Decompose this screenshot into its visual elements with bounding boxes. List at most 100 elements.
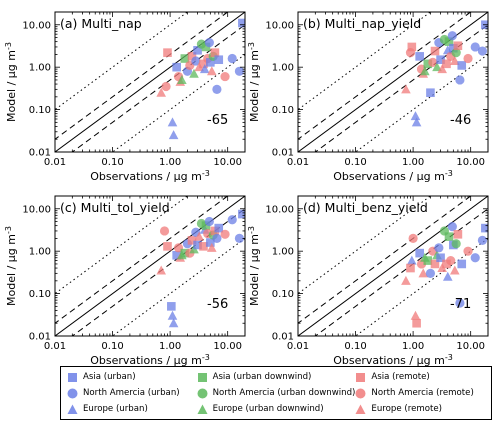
x-axis-label: Observations / μg m-3: [333, 169, 453, 183]
y-tick-label: 0.10: [29, 289, 51, 300]
y-axis-label: Model / μg m-3: [247, 42, 261, 122]
bias-label: -56: [207, 297, 228, 312]
legend-item: North Amercia (remote): [355, 385, 485, 401]
x-axis-label: Observations / μg m-3: [90, 353, 210, 367]
data-point: [451, 48, 461, 58]
legend-item: Europe (urban downwind): [197, 401, 356, 417]
y-tick-label: 0.10: [272, 289, 294, 300]
data-point: [470, 253, 480, 263]
x-tick-label: 0.01: [44, 157, 66, 168]
axes-frame: [297, 11, 489, 153]
legend-label: Asia (urban downwind): [212, 372, 312, 382]
data-point: [201, 42, 211, 52]
legend-label: Europe (urban downwind): [212, 404, 324, 414]
y-tick-label: 0.10: [272, 105, 294, 116]
data-point: [238, 18, 245, 28]
circle-marker-icon: [355, 388, 366, 398]
data-point: [227, 53, 237, 64]
data-point: [481, 223, 488, 233]
data-point: [206, 58, 215, 67]
data-point: [194, 231, 204, 241]
one-to-ten-line: [354, 53, 488, 152]
data-point: [401, 275, 411, 285]
data-point: [410, 111, 421, 121]
data-point: [444, 37, 454, 46]
bias-label: -71: [450, 297, 471, 312]
circle-marker-icon: [67, 388, 78, 398]
data-point: [415, 248, 424, 258]
data-point: [167, 117, 178, 127]
data-point: [405, 48, 416, 58]
x-tick-label: 0.01: [287, 341, 309, 352]
one-to-one-line: [298, 196, 488, 336]
data-point: [449, 43, 458, 53]
data-point: [177, 74, 187, 84]
data-point: [207, 66, 217, 76]
data-point: [163, 48, 172, 57]
panel-title: (a) Multi_nap: [60, 16, 142, 31]
one-to-ten-line: [111, 237, 245, 336]
data-point: [447, 221, 457, 232]
data-point: [199, 59, 208, 69]
data-point: [210, 48, 220, 57]
data-point: [159, 226, 170, 236]
one-to-one-line: [55, 196, 245, 336]
y-tick-label: 1.00: [29, 247, 51, 258]
legend-label: Asia (urban): [83, 372, 136, 382]
data-point: [451, 239, 461, 249]
legend-label: North Amercia (urban downwind): [212, 388, 356, 398]
data-point: [477, 46, 488, 56]
legend: Asia (urban) North Amercia (urban) Europe …: [60, 366, 492, 420]
legend-label: Europe (urban): [83, 404, 148, 414]
legend-item: North Amercia (urban): [67, 385, 197, 401]
triangle-marker-icon: [67, 404, 78, 414]
data-point: [163, 242, 172, 251]
axes-frame: [297, 195, 489, 337]
data-point: [401, 84, 411, 94]
data-point: [430, 46, 440, 56]
data-point: [180, 248, 190, 258]
data-point: [470, 42, 480, 52]
data-point: [206, 238, 215, 247]
data-point: [204, 216, 214, 227]
bias-label: -46: [450, 113, 471, 128]
x-tick-label: 10.00: [213, 157, 242, 168]
data-point: [156, 265, 166, 275]
data-point: [463, 53, 473, 64]
one-to-one-line: [298, 12, 488, 152]
x-tick-label: 0.10: [101, 157, 123, 168]
y-tick-label: 1.00: [29, 63, 51, 74]
data-point: [423, 59, 433, 69]
data-point: [220, 229, 230, 239]
data-point: [199, 242, 208, 251]
data-point: [450, 55, 460, 65]
square-marker-icon: [356, 372, 366, 382]
data-point: [168, 130, 179, 140]
data-point: [446, 255, 456, 266]
y-tick-label: 1.00: [272, 247, 294, 258]
data-point: [167, 302, 176, 311]
data-point: [172, 250, 181, 260]
data-point: [191, 56, 201, 66]
y-axis-label: Model / μg m-3: [247, 226, 261, 306]
data-point: [207, 242, 217, 252]
x-tick-label: 0.10: [344, 341, 366, 352]
y-tick-label: 1.00: [272, 63, 294, 74]
data-point: [408, 233, 418, 244]
panel-a: 0.010.010.100.101.001.0010.0010.00Observ…: [4, 11, 246, 183]
data-point: [187, 52, 197, 61]
triangle-marker-icon: [197, 404, 208, 414]
square-marker-icon: [68, 372, 77, 382]
data-point: [457, 61, 467, 70]
square-marker-icon: [197, 372, 207, 382]
legend-item: Europe (urban): [67, 401, 197, 417]
data-point: [453, 230, 463, 239]
axes-frame: [54, 11, 246, 153]
y-tick-label: 0.01: [272, 148, 294, 159]
data-point: [428, 57, 438, 67]
data-point: [455, 75, 465, 85]
x-tick-label: 10.00: [456, 157, 485, 168]
legend-item: North Amercia (urban downwind): [197, 385, 356, 401]
legend-label: Europe (remote): [371, 404, 442, 414]
